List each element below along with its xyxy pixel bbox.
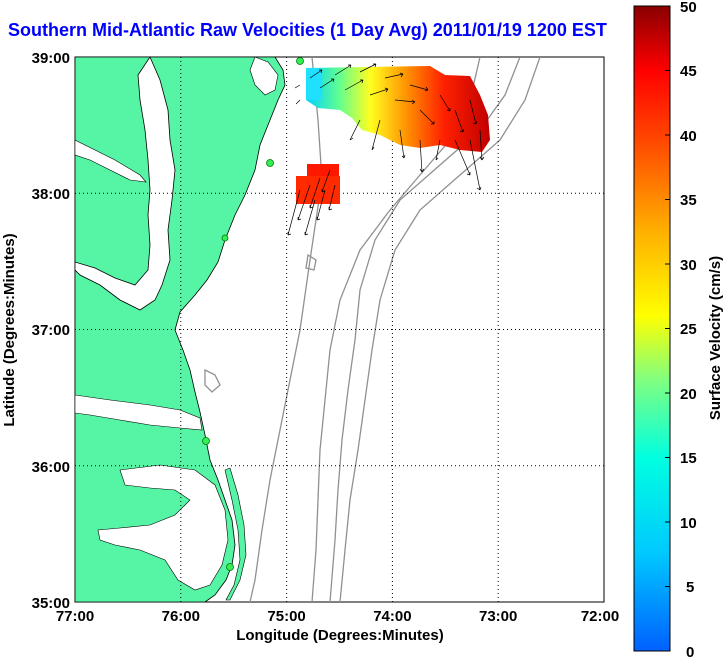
- map-title: Southern Mid-Atlantic Raw Velocities (1 …: [8, 20, 607, 40]
- x-tick: 76:00: [162, 608, 200, 625]
- y-tick: 38:00: [32, 186, 70, 203]
- y-axis-ticks: 39:00 38:00 37:00 36:00 35:00: [32, 50, 70, 612]
- y-tick: 37:00: [32, 322, 70, 339]
- site-marker: [202, 437, 210, 445]
- colorbar-tick: 20: [680, 386, 697, 403]
- x-tick: 74:00: [373, 608, 411, 625]
- colorbar-tick: 15: [680, 450, 697, 467]
- colorbar-tick: 35: [680, 192, 697, 209]
- colorbar-ticks: [665, 5, 670, 587]
- y-axis-label: Latitude (Degrees:Minutes): [1, 233, 18, 426]
- albemarle-sound: [75, 394, 203, 431]
- colorbar-tick: 50: [680, 0, 697, 16]
- map-plot-area: [74, 56, 605, 603]
- colorbar-tick: 40: [680, 128, 697, 145]
- radar-sites: [202, 57, 304, 571]
- x-tick: 77:00: [56, 608, 94, 625]
- chesapeake-bay: [75, 57, 176, 311]
- colorbar-label: Surface Velocity (cm/s): [707, 256, 724, 420]
- x-tick: 75:00: [267, 608, 305, 625]
- velocity-field-north: [306, 66, 490, 152]
- site-marker: [296, 57, 304, 65]
- site-marker: [266, 159, 274, 167]
- colorbar-tick: 5: [686, 579, 694, 596]
- x-tick: 73:00: [479, 608, 517, 625]
- x-axis-label: Longitude (Degrees:Minutes): [236, 627, 444, 644]
- colorbar-tick: 10: [680, 515, 697, 532]
- colorbar-gradient: [633, 5, 671, 652]
- x-tick: 72:00: [581, 608, 619, 625]
- potomac-river: [75, 139, 147, 183]
- colorbar: 50 45 40 35 30 25 20 15 10 5 0 Surface V…: [633, 0, 724, 659]
- pamlico-sound: [97, 464, 229, 591]
- colorbar-tick: 0: [686, 644, 694, 659]
- velocity-field-south: [296, 164, 340, 204]
- y-tick: 35:00: [32, 595, 70, 612]
- x-axis-ticks: 77:00 76:00 75:00 74:00 73:00 72:00: [56, 608, 619, 625]
- site-marker: [221, 234, 229, 242]
- delaware-bay: [249, 57, 279, 96]
- colorbar-tick: 45: [680, 63, 697, 80]
- site-marker: [226, 563, 234, 571]
- colorbar-tick: 25: [680, 321, 697, 338]
- y-tick: 36:00: [32, 459, 70, 476]
- velocity-vectors: [287, 63, 485, 236]
- colorbar-tick: 30: [680, 257, 697, 274]
- y-tick: 39:00: [32, 50, 70, 67]
- barrier-island: [224, 467, 247, 601]
